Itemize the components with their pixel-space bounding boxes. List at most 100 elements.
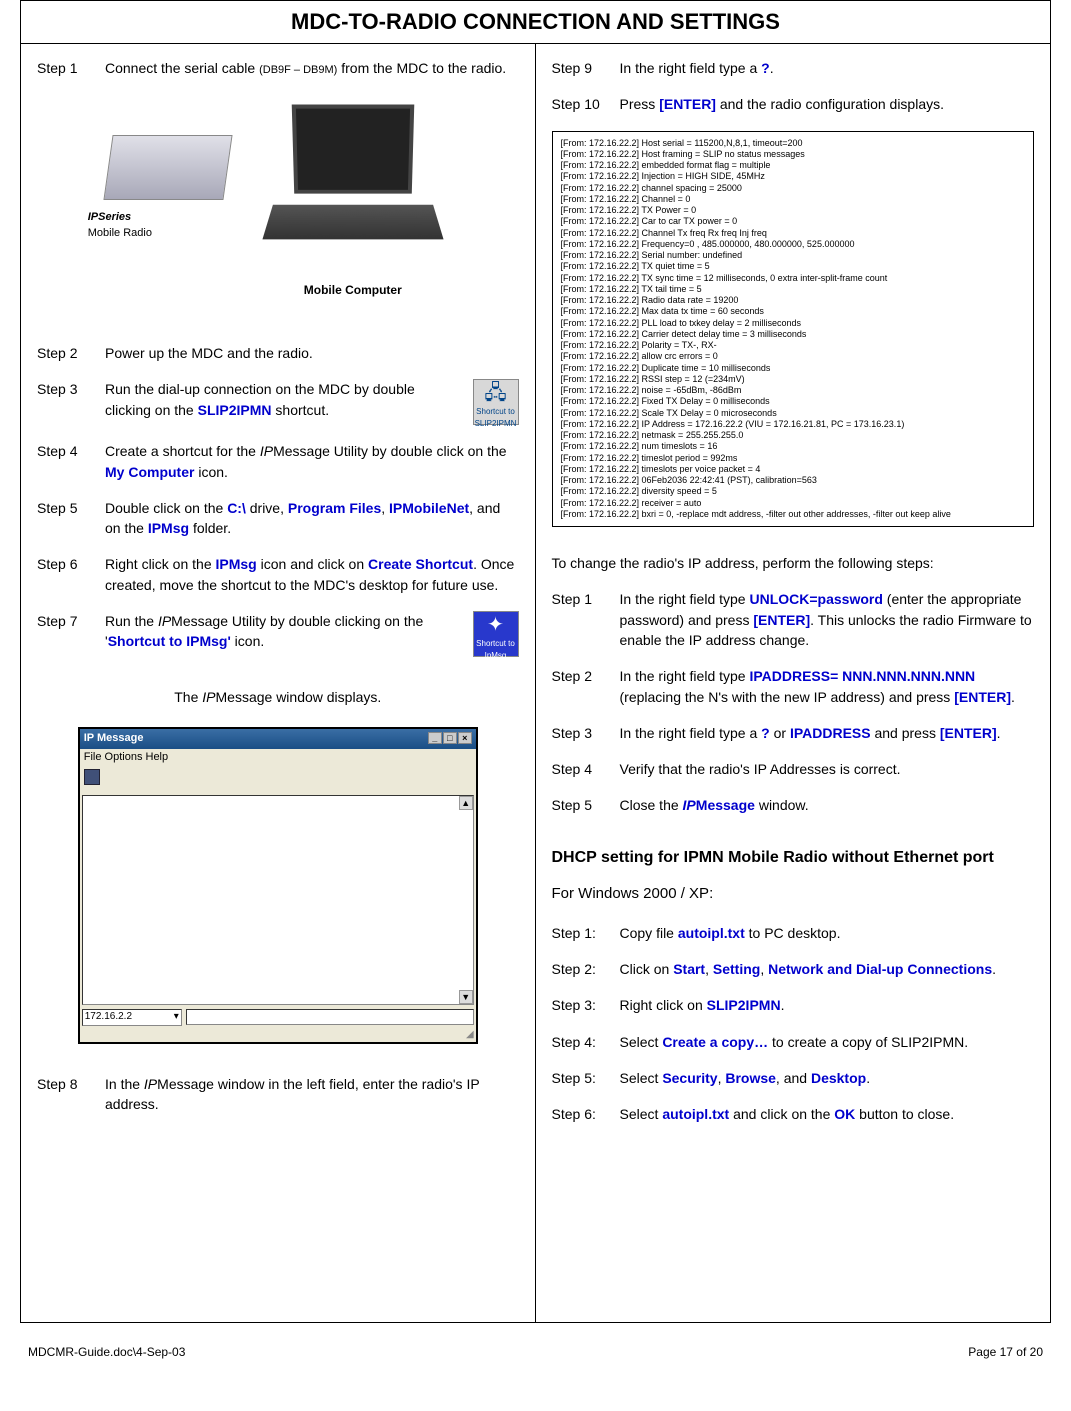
footer-left: MDCMR-Guide.doc\4-Sep-03: [28, 1345, 185, 1359]
close-icon[interactable]: ×: [458, 732, 472, 744]
step-text: Select Security, Browse, and Desktop.: [620, 1068, 1035, 1088]
step-label: Step 7: [37, 611, 105, 631]
text: Double click on the: [105, 500, 227, 516]
step-label: Step 6: [37, 554, 105, 595]
text: and press: [871, 725, 940, 741]
window-menu[interactable]: File Options Help: [80, 749, 476, 767]
link-ok: OK: [834, 1106, 855, 1122]
right-column: Step 9 In the right field type a ?. Step…: [536, 44, 1051, 1322]
dhcp-step-5: Step 5: Select Security, Browse, and Des…: [552, 1068, 1035, 1088]
scroll-up-icon[interactable]: ▲: [459, 796, 473, 810]
step-text: Click on Start, Setting, Network and Dia…: [620, 959, 1035, 979]
step-text: Press [ENTER] and the radio configuratio…: [620, 94, 1035, 114]
step-text: Power up the MDC and the radio.: [105, 343, 519, 363]
text: icon.: [194, 464, 227, 480]
dhcp-heading: DHCP setting for IPMN Mobile Radio witho…: [552, 846, 1035, 869]
maximize-icon[interactable]: □: [443, 732, 457, 744]
ipmessage-window: IP Message _□× File Options Help ▲ ▼ 172…: [78, 727, 478, 1044]
command-input[interactable]: [186, 1009, 474, 1025]
text: Mobile Radio: [88, 227, 152, 239]
link-enter: [ENTER]: [659, 96, 716, 112]
link-security: Security: [662, 1070, 717, 1086]
step-text: Double click on the C:\ drive, Program F…: [105, 498, 519, 539]
text: Press: [620, 96, 660, 112]
text: and the radio configuration displays.: [716, 96, 944, 112]
footer-right: Page 17 of 20: [968, 1345, 1043, 1359]
text-italic: IP: [144, 1076, 157, 1092]
step-5: Step 5 Double click on the C:\ drive, Pr…: [37, 498, 519, 539]
step-text: Run the dial-up connection on the MDC by…: [105, 379, 467, 420]
link-program-files: Program Files: [288, 500, 381, 516]
link-ipaddress: IPADDRESS= NNN.NNN.NNN.NNN: [749, 668, 975, 684]
ipmsg-shortcut-icon: ✦ Shortcut to IpMsg: [473, 611, 519, 657]
link-start: Start: [673, 961, 705, 977]
step-text: In the IPMessage window in the left fiel…: [105, 1074, 519, 1115]
step-text: Right click on SLIP2IPMN.: [620, 995, 1035, 1015]
text: to PC desktop.: [745, 925, 841, 941]
window-bottom-bar: 172.16.2.2 ▾: [80, 1007, 476, 1028]
text: Right click on the: [105, 556, 216, 572]
minimize-icon[interactable]: _: [428, 732, 442, 744]
step-9: Step 9 In the right field type a ?.: [552, 58, 1035, 78]
text: ,: [705, 961, 713, 977]
page-title: MDC-TO-RADIO CONNECTION AND SETTINGS: [20, 0, 1051, 43]
step-2: Step 2 Power up the MDC and the radio.: [37, 343, 519, 363]
text: to create a copy of SLIP2IPMN.: [768, 1034, 968, 1050]
step-4: Step 4 Create a shortcut for the IPMessa…: [37, 441, 519, 482]
text: Copy file: [620, 925, 678, 941]
change-step-4: Step 4 Verify that the radio's IP Addres…: [552, 759, 1035, 779]
scroll-down-icon[interactable]: ▼: [459, 990, 473, 1004]
link-ipmsg: IPMsg: [148, 520, 189, 536]
step-label: Step 1: [552, 589, 620, 650]
step-1: Step 1 Connect the serial cable (DB9F – …: [37, 58, 519, 79]
link-network-dialup: Network and Dial-up Connections: [768, 961, 992, 977]
text: ,: [381, 500, 389, 516]
step-6: Step 6 Right click on the IPMsg icon and…: [37, 554, 519, 595]
link-create-shortcut: Create Shortcut: [368, 556, 473, 572]
step-label: Step 3: [37, 379, 105, 399]
ip-combo[interactable]: 172.16.2.2 ▾: [82, 1009, 182, 1026]
link-browse: Browse: [725, 1070, 776, 1086]
text-italic: IP: [260, 443, 273, 459]
link-ipmsg: IPMsg: [216, 556, 257, 572]
dhcp-step-3: Step 3: Right click on SLIP2IPMN.: [552, 995, 1035, 1015]
link-create-copy: Create a copy…: [662, 1034, 768, 1050]
change-step-1: Step 1 In the right field type UNLOCK=pa…: [552, 589, 1035, 650]
text-italic: IP: [202, 689, 215, 705]
question-mark: ?: [761, 725, 770, 741]
change-step-2: Step 2 In the right field type IPADDRESS…: [552, 666, 1035, 707]
link-autoipl: autoipl.txt: [678, 925, 745, 941]
text-italic: IP: [158, 613, 171, 629]
link-shortcut-ipmsg: Shortcut to IPMsg': [108, 633, 231, 649]
save-icon[interactable]: [84, 769, 100, 785]
text: icon and click on: [257, 556, 368, 572]
text: IPSeries: [88, 211, 131, 223]
text: icon.: [231, 633, 264, 649]
text: In the right field type: [620, 591, 750, 607]
text-italic: IP: [683, 797, 696, 813]
change-ip-intro: To change the radio's IP address, perfor…: [552, 553, 1035, 573]
text: .: [866, 1070, 870, 1086]
content-columns: Step 1 Connect the serial cable (DB9F – …: [20, 43, 1051, 1323]
step-text: In the right field type a ?.: [620, 58, 1035, 78]
step-label: Step 10: [552, 94, 620, 114]
text: In the right field type a: [620, 60, 762, 76]
dhcp-step-4: Step 4: Select Create a copy… to create …: [552, 1032, 1035, 1052]
step-3: Step 3 Run the dial-up connection on the…: [37, 379, 519, 425]
step-label: Step 8: [37, 1074, 105, 1115]
change-step-3: Step 3 In the right field type a ? or IP…: [552, 723, 1035, 743]
step-10: Step 10 Press [ENTER] and the radio conf…: [552, 94, 1035, 114]
dropdown-icon[interactable]: ▾: [174, 1010, 179, 1025]
step-label: Step 2: [37, 343, 105, 363]
text: folder.: [189, 520, 231, 536]
question-mark: ?: [761, 60, 770, 76]
resize-grip-icon[interactable]: ◢: [80, 1028, 476, 1043]
link-my-computer: My Computer: [105, 464, 194, 480]
step-label: Step 9: [552, 58, 620, 78]
step-label: Step 6:: [552, 1104, 620, 1124]
radio-label: IPSeries Mobile Radio: [88, 210, 152, 242]
ip-value: 172.16.2.2: [85, 1010, 132, 1025]
text: Message Utility by double click on the: [273, 443, 506, 459]
hardware-illustration: IPSeries Mobile Radio Mobile Computer: [88, 95, 468, 325]
text: Close the: [620, 797, 683, 813]
